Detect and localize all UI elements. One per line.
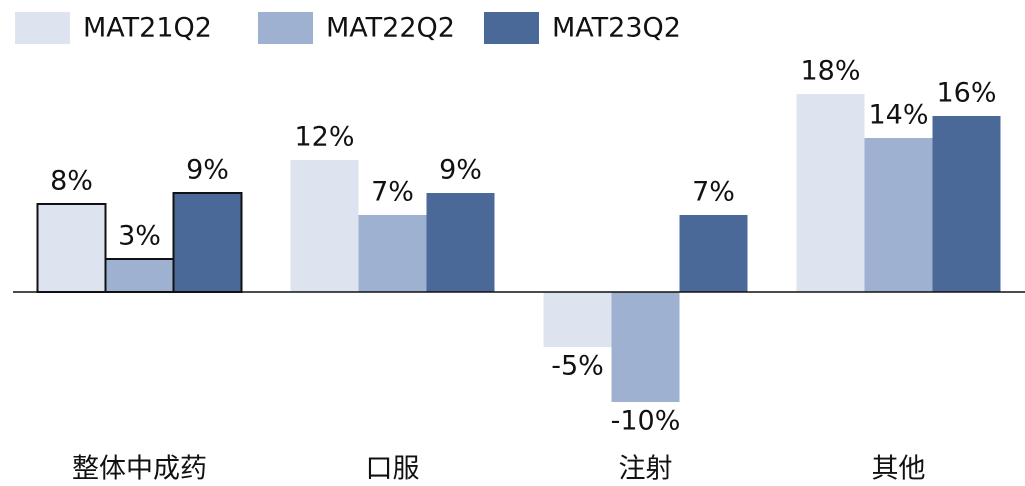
x-tick-label: 整体中成药 <box>72 454 207 485</box>
value-label: 9% <box>439 155 482 186</box>
legend-swatch <box>258 12 313 44</box>
value-label: 16% <box>936 78 996 109</box>
legend-swatch <box>15 12 70 44</box>
value-label: 7% <box>371 177 414 208</box>
bar <box>679 215 748 292</box>
legend-swatch <box>484 12 539 44</box>
bar <box>104 258 175 293</box>
x-tick-label: 其他 <box>872 454 926 485</box>
bar <box>358 215 427 292</box>
bar <box>796 94 865 292</box>
value-label: 3% <box>118 221 161 252</box>
value-label: -10% <box>611 406 681 437</box>
x-tick-label: 口服 <box>366 454 420 485</box>
value-label: 18% <box>800 56 860 87</box>
legend-label: MAT23Q2 <box>552 13 681 44</box>
bar <box>36 203 107 293</box>
value-label: 8% <box>50 166 93 197</box>
value-label: 12% <box>294 122 354 153</box>
value-label: 7% <box>692 177 735 208</box>
bar <box>172 192 243 293</box>
bar <box>611 292 680 402</box>
bar <box>932 116 1001 292</box>
value-label: 9% <box>186 155 229 186</box>
legend-label: MAT22Q2 <box>326 13 455 44</box>
legend-label: MAT21Q2 <box>83 13 212 44</box>
value-label: -5% <box>551 351 604 382</box>
bar <box>864 138 933 292</box>
bar <box>290 160 359 292</box>
bar <box>426 193 495 292</box>
bar <box>543 292 612 347</box>
x-tick-label: 注射 <box>619 454 673 485</box>
value-label: 14% <box>868 100 928 131</box>
